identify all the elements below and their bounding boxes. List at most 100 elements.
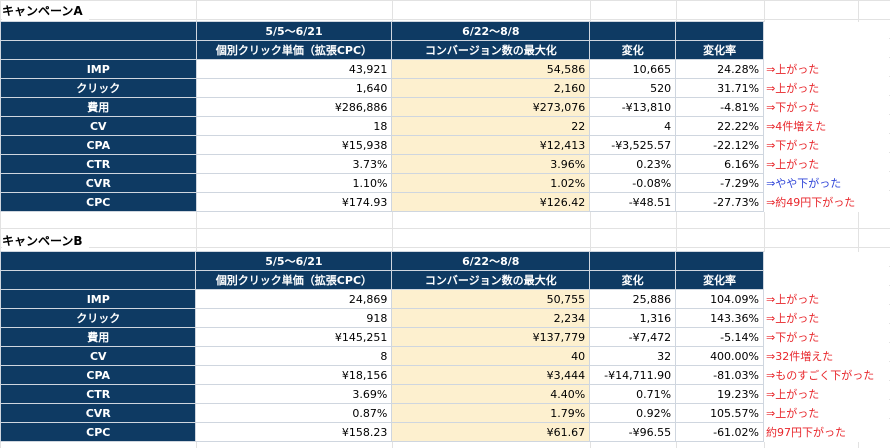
change-value[interactable]: 1,316 [589,308,677,328]
change-rate-value[interactable]: 104.09% [675,289,765,309]
metric-label[interactable]: IMP [0,289,197,309]
result-note[interactable]: ⇒下がった [763,327,890,347]
period1-value[interactable]: 43,921 [195,59,393,79]
change-value[interactable]: 0.71% [589,384,677,404]
change-value[interactable]: 0.23% [589,154,677,174]
metric-label[interactable]: CVR [0,403,197,423]
table-row: CVR 1.10% 1.02% -0.08% -7.29% ⇒やや下がった [0,173,890,193]
result-note[interactable]: ⇒上がった [763,289,890,309]
change-value[interactable]: -¥14,711.90 [589,365,677,385]
result-note[interactable]: ⇒約49円下がった [763,192,890,212]
metric-label[interactable]: クリック [0,78,197,98]
change-rate-value[interactable]: -81.03% [675,365,765,385]
result-note[interactable]: ⇒やや下がった [763,173,890,193]
period1-value[interactable]: 0.87% [195,403,393,423]
period1-value[interactable]: ¥15,938 [195,135,393,155]
change-value[interactable]: 0.92% [589,403,677,423]
period2-value[interactable]: 40 [391,346,591,366]
period1-value[interactable]: 1.10% [195,173,393,193]
change-rate-value[interactable]: 24.28% [675,59,765,79]
period2-value[interactable]: 2,234 [391,308,591,328]
period2-value[interactable]: 50,755 [391,289,591,309]
change-value[interactable]: -¥7,472 [589,327,677,347]
period2-value[interactable]: ¥61.67 [391,422,591,442]
period2-value[interactable]: ¥273,076 [391,97,591,117]
period2-value[interactable]: 22 [391,116,591,136]
metric-label[interactable]: CPC [0,192,197,212]
period1-value[interactable]: 918 [195,308,393,328]
period1-value[interactable]: ¥145,251 [195,327,393,347]
metric-label[interactable]: CTR [0,384,197,404]
period1-value[interactable]: ¥286,886 [195,97,393,117]
period2-value[interactable]: 54,586 [391,59,591,79]
period1-value[interactable]: 1,640 [195,78,393,98]
change-rate-value[interactable]: 400.00% [675,346,765,366]
change-value[interactable]: -0.08% [589,173,677,193]
change-value[interactable]: -¥13,810 [589,97,677,117]
change-value[interactable]: 10,665 [589,59,677,79]
change-rate-value[interactable]: -5.14% [675,327,765,347]
metric-label[interactable]: CV [0,116,197,136]
change-rate-value[interactable]: -61.02% [675,422,765,442]
result-note[interactable]: ⇒上がった [763,59,890,79]
result-note[interactable]: ⇒上がった [763,403,890,423]
period1-value[interactable]: 3.73% [195,154,393,174]
metric-label[interactable]: CPA [0,365,197,385]
period2-value[interactable]: 1.02% [391,173,591,193]
period2-value[interactable]: 2,160 [391,78,591,98]
result-note[interactable]: ⇒上がった [763,78,890,98]
result-note[interactable]: ⇒32件増えた [763,346,890,366]
period1-value[interactable]: 24,869 [195,289,393,309]
period1-value[interactable]: ¥158.23 [195,422,393,442]
change-rate-value[interactable]: 105.57% [675,403,765,423]
metric-label[interactable]: CPC [0,422,197,442]
period2-value[interactable]: 3.96% [391,154,591,174]
change-rate-value[interactable]: 143.36% [675,308,765,328]
table-row: CTR 3.73% 3.96% 0.23% 6.16% ⇒上がった [0,154,890,174]
change-value[interactable]: 520 [589,78,677,98]
period1-value[interactable]: 8 [195,346,393,366]
period1-value[interactable]: 3.69% [195,384,393,404]
metric-label[interactable]: CVR [0,173,197,193]
period2-value[interactable]: ¥12,413 [391,135,591,155]
period2-value[interactable]: ¥126.42 [391,192,591,212]
period1-value[interactable]: ¥18,156 [195,365,393,385]
result-note[interactable]: ⇒上がった [763,154,890,174]
result-note[interactable]: ⇒ものすごく下がった [763,365,890,385]
period1-value[interactable]: 18 [195,116,393,136]
result-note[interactable]: ⇒上がった [763,384,890,404]
period2-value[interactable]: 4.40% [391,384,591,404]
period2-value[interactable]: 1.79% [391,403,591,423]
result-note[interactable]: ⇒上がった [763,308,890,328]
change-rate-value[interactable]: 19.23% [675,384,765,404]
metric-label[interactable]: IMP [0,59,197,79]
table-row: CVR 0.87% 1.79% 0.92% 105.57% ⇒上がった [0,403,890,423]
change-rate-value[interactable]: 22.22% [675,116,765,136]
result-note[interactable]: ⇒4件増えた [763,116,890,136]
change-value[interactable]: 25,886 [589,289,677,309]
result-note[interactable]: ⇒下がった [763,97,890,117]
period2-value[interactable]: ¥137,779 [391,327,591,347]
change-value[interactable]: -¥48.51 [589,192,677,212]
metric-label[interactable]: 費用 [0,97,197,117]
result-note[interactable]: ⇒下がった [763,135,890,155]
change-value[interactable]: 32 [589,346,677,366]
change-value[interactable]: -¥3,525.57 [589,135,677,155]
table-row: 費用 ¥286,886 ¥273,076 -¥13,810 -4.81% ⇒下がった [0,97,890,117]
change-rate-value[interactable]: -7.29% [675,173,765,193]
change-value[interactable]: -¥96.55 [589,422,677,442]
change-rate-value[interactable]: -22.12% [675,135,765,155]
metric-label[interactable]: 費用 [0,327,197,347]
metric-label[interactable]: CTR [0,154,197,174]
period2-value[interactable]: ¥3,444 [391,365,591,385]
change-rate-value[interactable]: -4.81% [675,97,765,117]
period1-value[interactable]: ¥174.93 [195,192,393,212]
change-rate-value[interactable]: 31.71% [675,78,765,98]
change-rate-value[interactable]: 6.16% [675,154,765,174]
metric-label[interactable]: クリック [0,308,197,328]
change-value[interactable]: 4 [589,116,677,136]
metric-label[interactable]: CPA [0,135,197,155]
metric-label[interactable]: CV [0,346,197,366]
change-rate-value[interactable]: -27.73% [675,192,765,212]
result-note[interactable]: 約97円下がった [763,422,890,442]
